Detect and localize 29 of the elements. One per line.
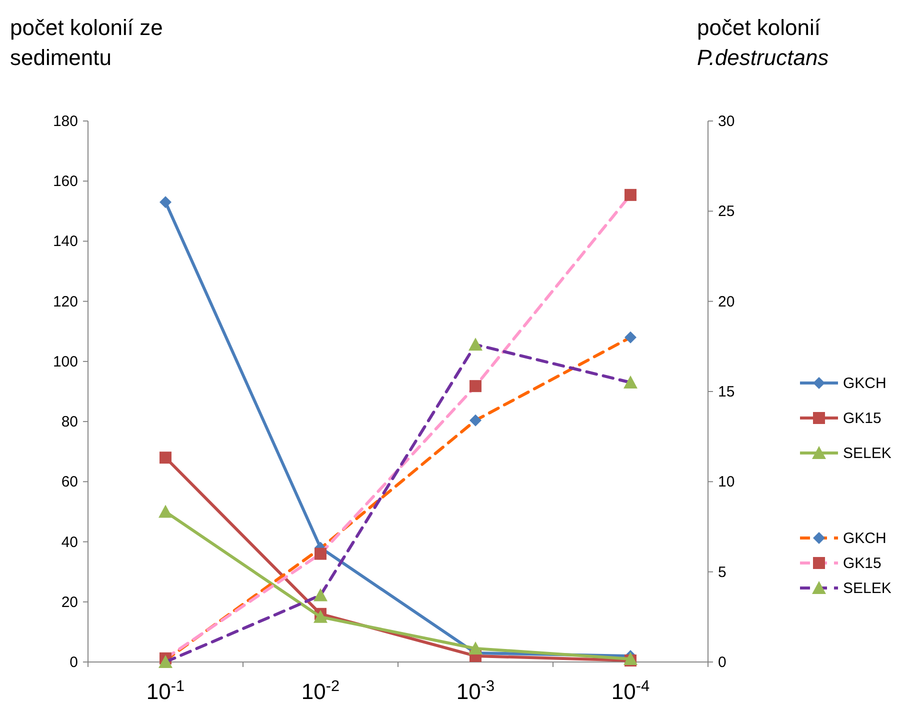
x-tick-label: 10$^{-3}$ (456, 678, 495, 704)
y-tick-label: 60 (61, 474, 78, 491)
y-tick-label: 80 (61, 414, 78, 431)
y-tick-label: 100 (52, 353, 78, 370)
legend-label: GKCH (843, 530, 886, 547)
y-tick-label: 20 (61, 594, 78, 611)
y2-tick-label: 10 (718, 474, 735, 491)
y2-tick-label: 30 (718, 113, 735, 130)
legend-label: GK15 (843, 410, 882, 427)
x-tick-label: 10$^{-1}$ (146, 678, 185, 704)
y2-tick-label: 0 (718, 654, 726, 671)
y2-axis-title: počet kolonií P.destructans (697, 15, 829, 70)
y-axis-title: počet kolonií ze sedimentu (10, 15, 163, 70)
y2-tick-label: 15 (718, 384, 735, 400)
y2-tick-label: 20 (718, 293, 735, 310)
y-tick-label: 120 (52, 293, 78, 310)
legend-label: SELEK (843, 445, 892, 462)
y-tick-label: 40 (61, 534, 78, 551)
legend-label: GK15 (843, 555, 882, 572)
y2-tick-label: 5 (718, 564, 726, 581)
x-tick-label: 10$^{-4}$ (611, 678, 650, 704)
legend-label: GKCH (843, 375, 886, 392)
y-tick-label: 160 (52, 173, 78, 190)
x-tick-label: 10$^{-2}$ (301, 678, 340, 704)
y2-tick-label: 25 (718, 203, 735, 220)
y-tick-label: 140 (52, 233, 78, 250)
legend-label: SELEK (843, 580, 892, 597)
y-tick-label: 180 (52, 113, 78, 130)
y-tick-label: 0 (70, 654, 78, 671)
